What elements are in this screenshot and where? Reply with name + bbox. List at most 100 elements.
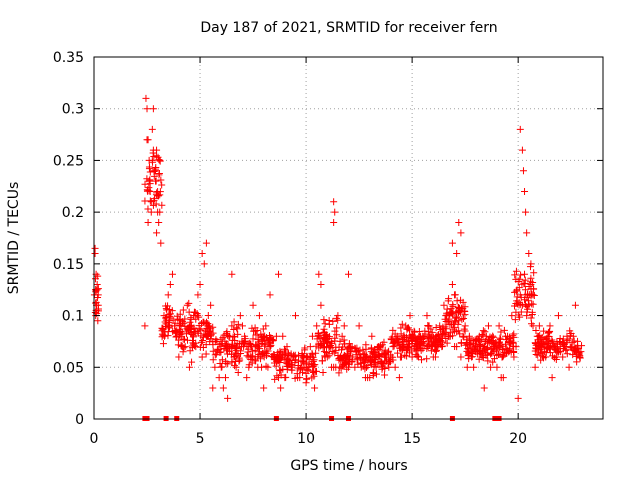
data-point xyxy=(423,355,431,363)
data-point xyxy=(449,301,457,309)
data-point xyxy=(224,360,232,368)
data-point xyxy=(218,363,226,371)
data-point xyxy=(354,347,362,355)
data-point xyxy=(472,347,480,355)
data-point xyxy=(465,355,473,363)
data-point xyxy=(555,347,563,355)
data-point xyxy=(456,330,464,338)
data-point xyxy=(91,250,99,258)
y-axis-title: SRMTID / TECUs xyxy=(6,182,22,295)
data-point xyxy=(331,208,339,216)
data-point xyxy=(294,364,302,372)
x-tick-label: 5 xyxy=(196,431,205,447)
data-point xyxy=(443,305,451,313)
data-point xyxy=(190,340,198,348)
data-point xyxy=(570,337,578,345)
data-point xyxy=(291,312,299,320)
data-point xyxy=(510,342,518,350)
data-point xyxy=(313,335,321,343)
data-point xyxy=(258,350,266,358)
data-point xyxy=(389,326,397,334)
data-point xyxy=(533,340,541,348)
data-point xyxy=(168,307,176,315)
data-point xyxy=(451,291,459,299)
data-point xyxy=(555,337,563,345)
data-point xyxy=(231,362,239,370)
data-point xyxy=(453,314,461,322)
data-point xyxy=(512,287,520,295)
data-point xyxy=(345,270,352,278)
data-point xyxy=(150,172,158,180)
data-point xyxy=(252,331,260,339)
data-point xyxy=(398,338,406,346)
data-point xyxy=(408,353,416,361)
data-point xyxy=(254,363,262,371)
data-point xyxy=(421,342,429,350)
y-tick-label: 0.15 xyxy=(53,257,84,273)
data-point xyxy=(243,352,251,360)
data-point xyxy=(408,334,416,342)
data-point xyxy=(194,291,202,299)
data-point xyxy=(362,353,370,361)
data-point xyxy=(461,303,469,311)
data-point xyxy=(261,341,269,349)
data-point xyxy=(531,363,539,371)
data-point xyxy=(325,352,333,360)
data-point xyxy=(370,370,378,378)
data-point xyxy=(528,300,536,308)
data-point xyxy=(291,359,299,367)
data-point xyxy=(262,362,270,370)
data-point xyxy=(487,363,495,371)
data-point xyxy=(372,353,380,361)
data-point xyxy=(256,345,264,353)
data-point xyxy=(406,312,414,320)
data-point xyxy=(505,347,513,355)
data-point xyxy=(250,327,258,335)
data-point xyxy=(236,312,244,320)
data-point xyxy=(317,301,325,309)
data-point xyxy=(492,339,500,347)
data-point xyxy=(513,300,521,308)
data-point xyxy=(406,340,414,348)
data-point xyxy=(537,356,545,364)
y-axis: 0 0.05 0.1 0.15 0.2 0.25 0.3 0.35 xyxy=(53,50,603,428)
data-point xyxy=(158,201,166,209)
data-point xyxy=(517,271,525,279)
data-point xyxy=(353,348,361,356)
data-point xyxy=(521,279,529,287)
data-point xyxy=(159,340,167,348)
data-point xyxy=(223,328,231,336)
data-point xyxy=(293,370,301,378)
data-point xyxy=(359,350,367,358)
data-point xyxy=(279,365,287,373)
data-point xyxy=(189,339,197,347)
data-point xyxy=(234,368,242,376)
data-point xyxy=(211,351,219,359)
data-point xyxy=(174,315,182,323)
data-point xyxy=(446,321,454,329)
data-points xyxy=(90,94,586,402)
data-point xyxy=(148,125,156,133)
data-point xyxy=(243,374,251,382)
data-point xyxy=(200,318,208,326)
data-point xyxy=(259,325,267,333)
data-point xyxy=(156,208,164,216)
data-point xyxy=(549,341,557,349)
data-point xyxy=(429,353,437,361)
data-point xyxy=(315,270,323,278)
data-point xyxy=(554,312,562,320)
data-point xyxy=(501,340,509,348)
data-point xyxy=(271,375,279,383)
data-point xyxy=(443,339,451,347)
data-point xyxy=(153,189,161,197)
data-point xyxy=(209,347,217,355)
data-point xyxy=(174,341,182,349)
data-point xyxy=(325,317,333,325)
data-point xyxy=(525,250,533,258)
data-point xyxy=(248,353,256,361)
data-point xyxy=(169,328,177,336)
data-point xyxy=(179,348,187,356)
data-point xyxy=(196,281,204,289)
data-point xyxy=(189,333,197,341)
data-point xyxy=(436,337,444,345)
